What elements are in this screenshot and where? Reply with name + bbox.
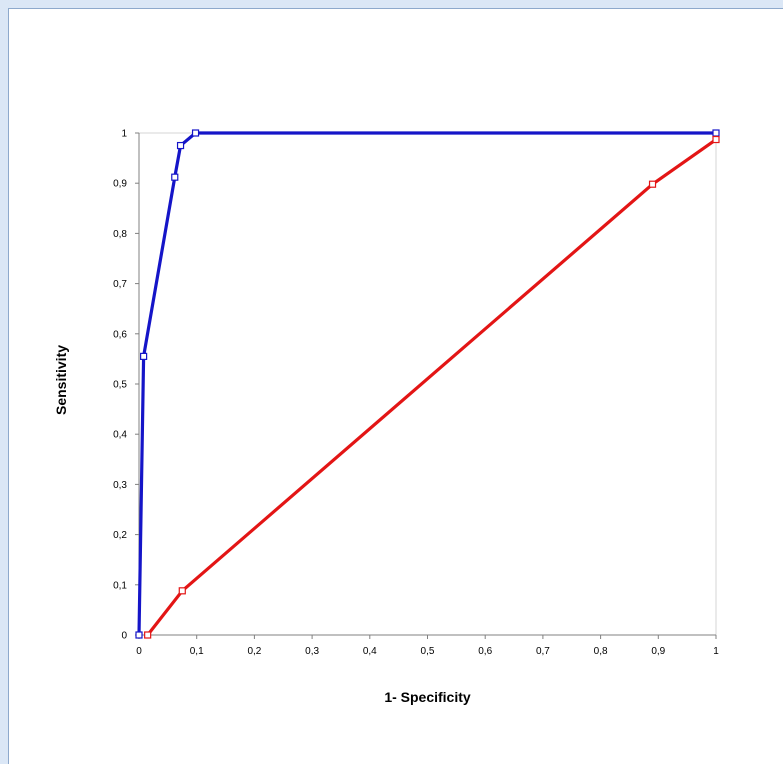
x-tick-label: 0,6 <box>478 646 492 657</box>
x-tick-label: 0 <box>136 646 142 657</box>
series-2-marker <box>648 180 657 188</box>
y-tick-label: 0 <box>121 631 127 642</box>
x-tick-label: 0,9 <box>651 646 665 657</box>
series-1-marker <box>135 631 143 639</box>
series-layer <box>135 129 720 639</box>
x-tick-label: 0,5 <box>421 646 435 657</box>
x-axis-label: 1- Specificity <box>384 689 471 705</box>
x-tick-label: 0,4 <box>363 646 377 657</box>
series-1-marker <box>191 129 200 137</box>
series-1-marker <box>712 129 720 137</box>
y-tick-label: 0,3 <box>113 480 127 491</box>
series-line-1 <box>137 131 716 636</box>
y-tick-label: 0,9 <box>113 179 127 190</box>
y-tick-label: 0,5 <box>113 380 127 391</box>
series-1-marker <box>176 141 185 150</box>
series-2-marker <box>712 135 720 144</box>
x-tick-label: 0,8 <box>594 646 608 657</box>
x-tick-label: 0,3 <box>305 646 319 657</box>
y-tick-label: 0,8 <box>113 229 127 240</box>
y-axis-label: Sensitivity <box>53 345 69 415</box>
x-tick-label: 0,2 <box>247 646 261 657</box>
y-tick-label: 1 <box>121 129 127 140</box>
y-tick-label: 0,4 <box>113 430 127 441</box>
x-tick-label: 1 <box>713 646 719 657</box>
y-tick-label: 0,2 <box>113 530 127 541</box>
x-tick-label: 0,1 <box>190 646 204 657</box>
series-line-2 <box>146 138 717 636</box>
x-tick-label: 0,7 <box>536 646 550 657</box>
axes: 0 0,1 0,2 0,3 0,4 0,5 0,6 0,7 0,8 0,9 1 0 0,1 0,2 0,3 0… <box>113 129 719 658</box>
series-1-marker <box>171 173 179 181</box>
series-1-marker <box>140 352 148 360</box>
series-2-marker <box>178 587 186 595</box>
y-tick-label: 0,1 <box>113 580 127 591</box>
y-tick-label: 0,7 <box>113 279 127 290</box>
y-tick-label: 0,6 <box>113 329 127 340</box>
series-2-marker <box>144 631 152 639</box>
